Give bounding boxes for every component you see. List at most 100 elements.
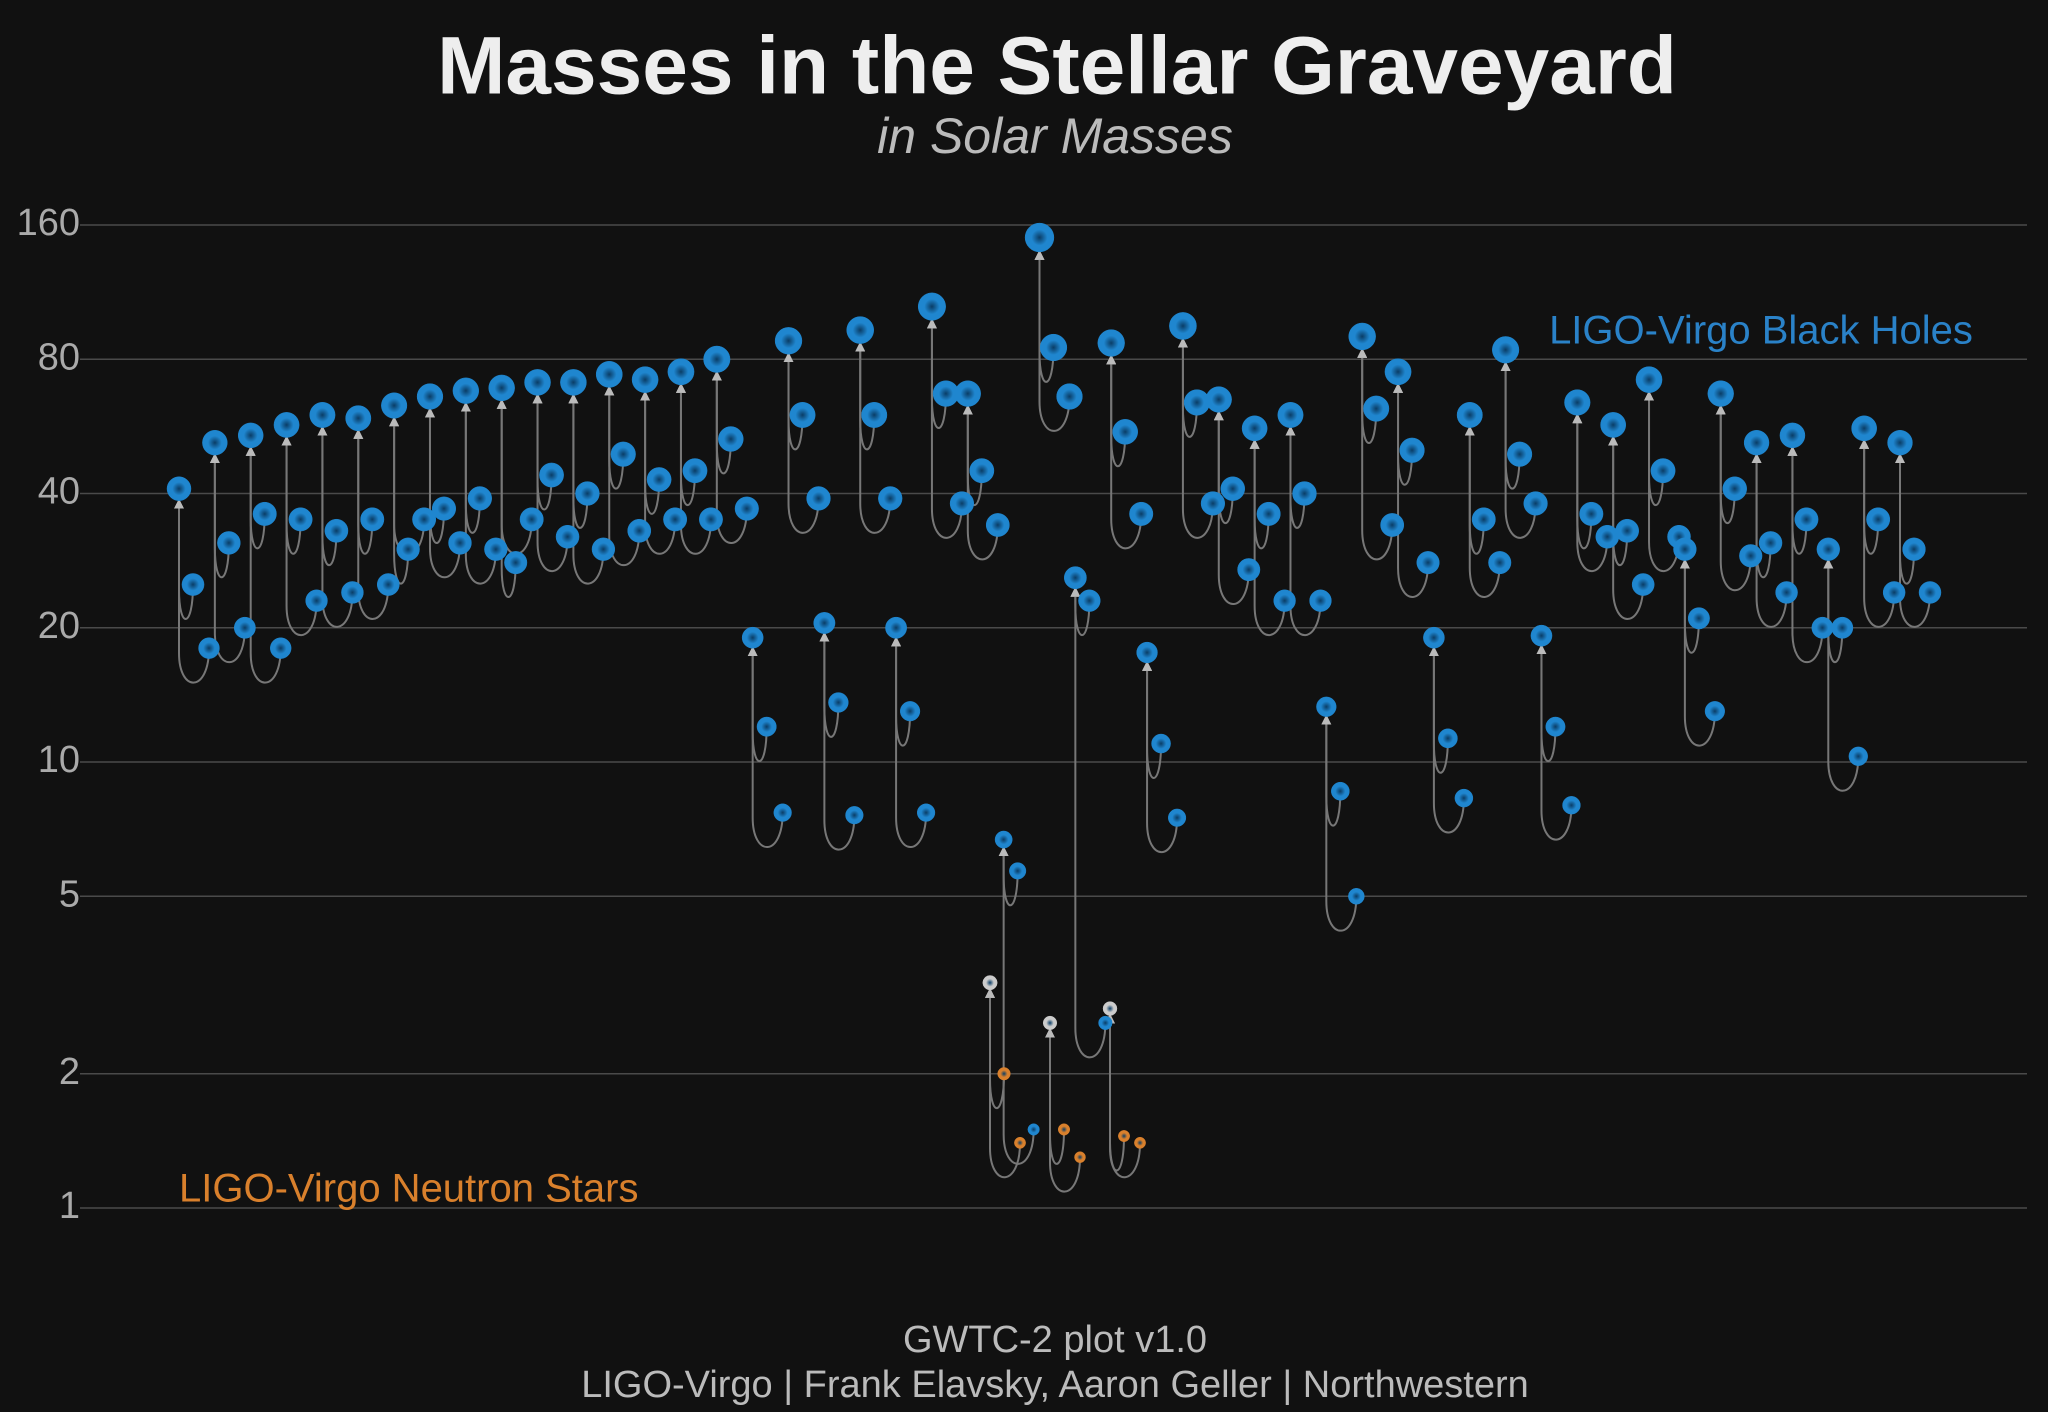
component-mass [1848,746,1868,766]
component-mass [1118,1130,1130,1142]
component-mass [519,507,544,532]
component-mass [1380,513,1405,537]
component-mass [1631,573,1655,596]
remnant-mass [524,369,551,396]
remnant-mass [1456,402,1483,428]
component-mass [1471,507,1496,532]
component-mass [1454,788,1474,808]
remnant-mass [982,975,998,991]
component-mass [198,637,220,659]
component-mass [1615,518,1639,543]
component-mass [233,616,256,639]
component-mass [396,537,420,561]
y-tick-label: 20 [38,605,80,647]
component-mass [917,803,936,822]
remnant-mass [1743,430,1770,456]
remnant-mass [1564,389,1591,416]
component-mass [1523,491,1548,516]
remnant-mass [1064,566,1087,590]
component-mass [1794,507,1819,532]
merger-link [1213,410,1250,605]
merger-link [1321,714,1358,932]
remnant-mass [774,327,803,355]
y-tick-label: 40 [38,471,80,513]
merger-link [174,498,210,684]
component-mass [270,637,292,659]
component-mass [682,458,708,484]
component-mass [1200,491,1225,516]
remnant-mass [1277,402,1304,428]
component-mass [1348,888,1365,905]
component-mass [1739,544,1763,568]
component-mass [467,486,492,511]
dots [166,222,1942,1163]
component-mass [878,486,903,511]
remnant-mass [1423,626,1445,649]
component-mass [288,507,313,532]
component-mass [1151,733,1171,754]
merger-link [962,404,999,561]
remnant-mass [1492,336,1520,364]
remnant-mass [1205,386,1232,413]
component-mass [1438,728,1458,749]
merger-link [1751,453,1788,628]
component-mass [555,524,580,549]
component-mass [969,458,995,484]
component-mass [341,581,364,604]
remnant-mass [1348,322,1376,351]
remnant-mass [488,374,515,402]
remnant-mass [595,361,623,388]
component-mass [1363,395,1390,422]
merger-link [1464,425,1501,598]
component-mass [1811,616,1834,639]
component-mass [1416,551,1440,575]
remnant-mass [1851,415,1877,442]
remnant-mass [345,405,372,432]
component-mass [1650,458,1676,484]
legend-label: LIGO-Virgo Neutron Stars [179,1167,638,1211]
component-mass [828,692,849,713]
merger-link [1034,249,1071,432]
component-mass [376,573,400,596]
component-mass [663,507,688,532]
merger-link [281,435,318,636]
remnant-mass [1673,537,1697,561]
y-tick-label: 1 [59,1185,80,1227]
remnant-mass [1887,430,1913,456]
grid: 1 2 5 10 20 40 80 160 [17,202,2027,1227]
component-mass [591,537,616,561]
component-mass [1758,531,1783,555]
y-tick-label: 5 [59,873,80,915]
chart-title: Masses in the Stellar Graveyard [437,21,1677,112]
component-mass [1098,1015,1113,1030]
component-mass [448,531,472,555]
merger-link [985,987,1021,1179]
component-mass [756,716,777,737]
merger-link [245,445,282,684]
component-mass [718,426,744,452]
remnant-mass [1530,624,1553,647]
component-mass [1902,537,1926,561]
merger-link [568,393,605,585]
remnant-mass [381,392,408,419]
component-mass [1057,1123,1071,1136]
component-mass [1831,616,1854,639]
component-mass [1056,383,1083,410]
component-mass [1704,701,1725,722]
component-mass [1074,1151,1086,1163]
merger-link [1536,644,1573,841]
remnant-mass [560,369,587,396]
remnant-mass [452,377,479,404]
component-mass [575,481,600,506]
component-mass [610,441,636,467]
component-mass [1309,589,1332,612]
component-mass [1129,501,1154,526]
component-mass [1292,481,1317,506]
component-mass [1775,581,1798,604]
remnant-mass [703,345,731,373]
merger-link [424,407,461,579]
remnant-mass [1384,358,1412,386]
remnant-mass [237,422,264,449]
credit: LIGO-Virgo | Frank Elavsky, Aaron Geller… [581,1364,1529,1406]
remnant-mass [667,358,695,386]
